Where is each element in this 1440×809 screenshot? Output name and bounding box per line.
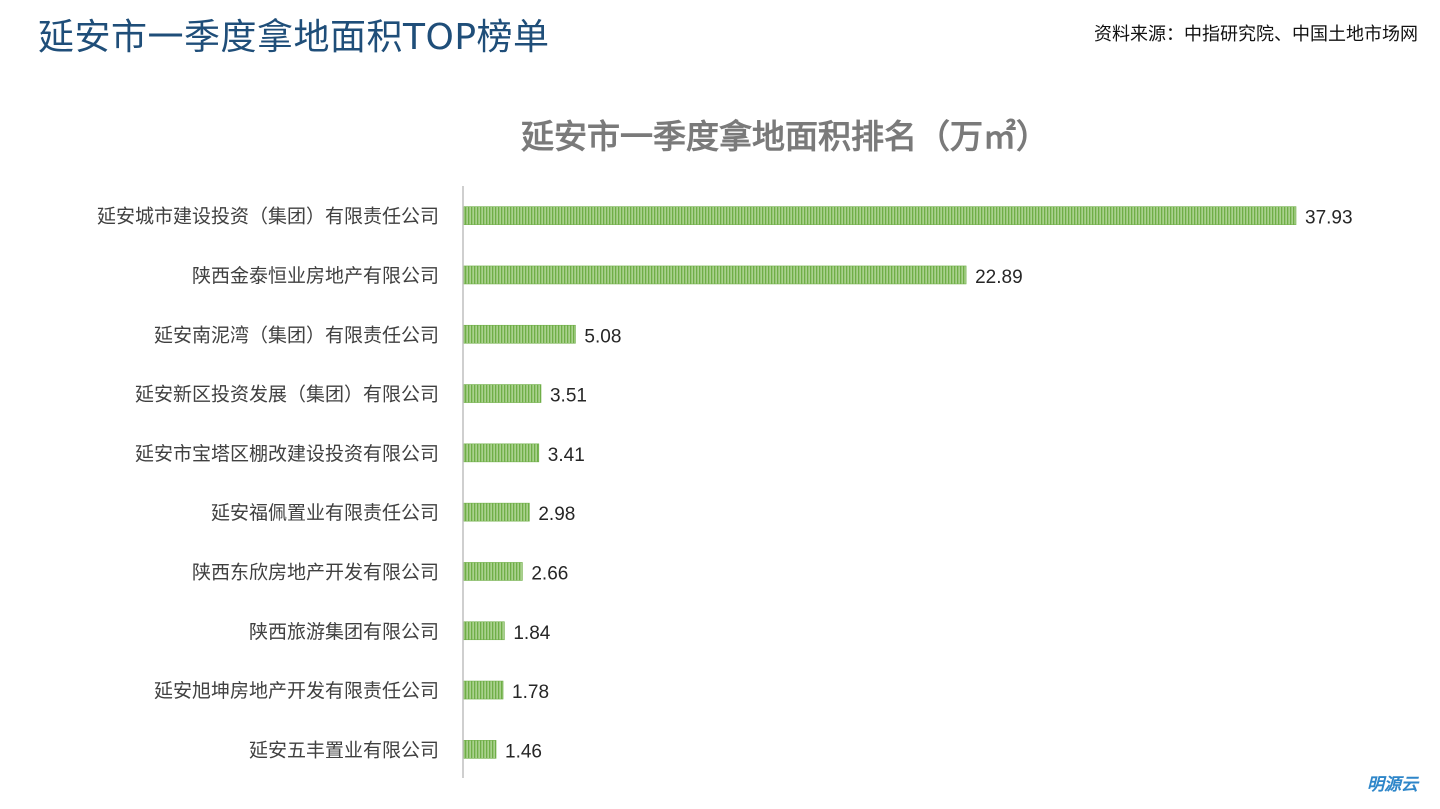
value-label: 2.98 (538, 504, 575, 525)
category-label: 延安市宝塔区棚改建设投资有限公司 (135, 443, 439, 465)
source-note: 资料来源：中指研究院、中国土地市场网 (1094, 24, 1418, 45)
bar (463, 265, 967, 285)
value-label: 5.08 (584, 326, 621, 347)
category-label: 陕西旅游集团有限公司 (249, 621, 439, 643)
value-label: 3.41 (548, 445, 585, 466)
category-label: 延安福佩置业有限责任公司 (211, 502, 439, 524)
category-label: 延安五丰置业有限公司 (249, 739, 439, 761)
brand-logo: 明源云 (1367, 775, 1418, 795)
category-label: 陕西东欣房地产开发有限公司 (192, 561, 439, 583)
bar (463, 562, 523, 581)
value-label: 2.66 (531, 563, 568, 584)
value-label: 1.46 (505, 741, 542, 762)
bar (463, 740, 497, 759)
category-label: 陕西金泰恒业房地产有限公司 (192, 265, 439, 287)
value-label: 1.78 (512, 682, 549, 703)
bar (463, 443, 540, 463)
category-label: 延安城市建设投资（集团）有限责任公司 (97, 206, 439, 228)
category-label: 延安新区投资发展（集团）有限公司 (135, 384, 439, 406)
bar (463, 680, 504, 700)
page-title: 延安市一季度拿地面积TOP榜单 (38, 17, 550, 58)
bar (463, 206, 1297, 225)
value-label: 3.51 (550, 386, 587, 407)
chart-title: 延安市一季度拿地面积排名（万㎡） (521, 117, 1049, 156)
category-label: 延安南泥湾（集团）有限责任公司 (154, 324, 439, 346)
bar (463, 502, 530, 522)
value-label: 37.93 (1305, 208, 1353, 229)
bar (463, 384, 542, 403)
bar (463, 324, 576, 344)
value-label: 22.89 (975, 267, 1023, 288)
bar (463, 621, 505, 641)
category-label: 延安旭坤房地产开发有限责任公司 (154, 680, 439, 702)
value-label: 1.84 (513, 623, 550, 644)
